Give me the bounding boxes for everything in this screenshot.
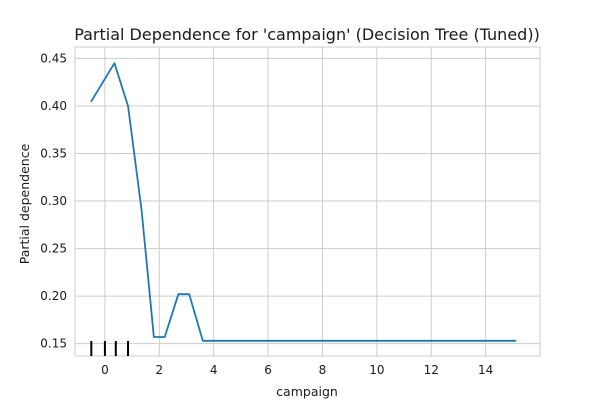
- chart-title: Partial Dependence for 'campaign' (Decis…: [74, 25, 540, 44]
- grid-layer: [75, 47, 540, 356]
- partial-dependence-line: [90, 62, 517, 342]
- y-tick-label: 0.15: [40, 337, 67, 351]
- x-tick-label: 2: [155, 363, 163, 377]
- x-axis-label: campaign: [276, 384, 338, 399]
- y-tick-label: 0.25: [40, 242, 67, 256]
- x-tick-label: 14: [478, 363, 493, 377]
- y-tick-label: 0.35: [40, 146, 67, 160]
- y-tick-label: 0.20: [40, 289, 67, 303]
- series-layer: [90, 62, 517, 342]
- y-tick-label: 0.40: [40, 99, 67, 113]
- x-tick-label: 4: [210, 363, 218, 377]
- x-tick-label: 10: [369, 363, 384, 377]
- rug-layer: [90, 341, 130, 356]
- y-tick-label: 0.45: [40, 51, 67, 65]
- x-tick-label: 6: [264, 363, 272, 377]
- x-axis-ticks: 0 2 4 6 8 10 12 14: [101, 363, 493, 377]
- x-tick-label: 8: [319, 363, 327, 377]
- y-tick-label: 0.30: [40, 194, 67, 208]
- x-tick-label: 12: [424, 363, 439, 377]
- plot-frame: [74, 46, 541, 357]
- y-axis-label: Partial dependence: [17, 143, 32, 264]
- y-axis-ticks: 0.15 0.20 0.25 0.30 0.35 0.40 0.45: [40, 51, 67, 350]
- x-tick-label: 0: [101, 363, 109, 377]
